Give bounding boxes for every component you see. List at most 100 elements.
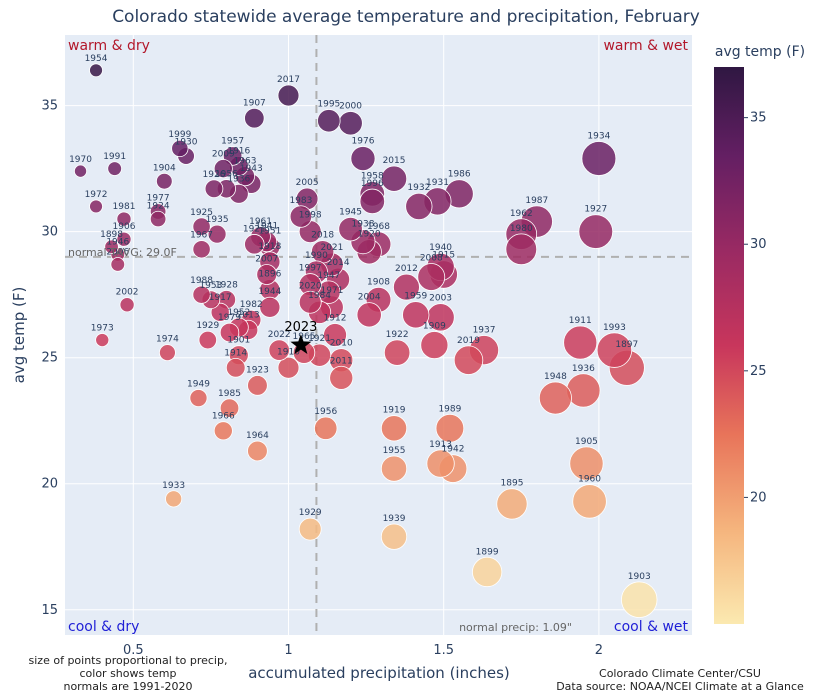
- year-label: 1924: [147, 201, 170, 211]
- year-label: 1925: [190, 208, 213, 218]
- normal-precip-label: normal precip: 1.09": [459, 621, 572, 634]
- data-point: [213, 159, 233, 179]
- year-label: 1903: [628, 572, 651, 582]
- year-label: 2012: [395, 264, 418, 274]
- normal-temp-label: normal TAVG: 29.0F: [68, 246, 177, 259]
- data-point: [298, 290, 322, 314]
- year-label: 1947: [317, 271, 340, 281]
- data-point: [505, 233, 538, 266]
- year-label: 1913: [429, 440, 452, 450]
- year-label: 1963: [234, 157, 257, 167]
- year-label: 1958: [361, 172, 384, 182]
- colorbar-tick-label: 35: [750, 111, 767, 126]
- data-point: [116, 211, 132, 227]
- year-label: 1916: [227, 147, 250, 157]
- data-point: [74, 164, 88, 178]
- data-point: [247, 375, 268, 396]
- year-label: 2017: [277, 75, 300, 85]
- data-point: [159, 344, 176, 362]
- year-label: 1990: [305, 251, 328, 261]
- year-label: 2009: [212, 149, 235, 159]
- year-label: 1945: [339, 207, 362, 217]
- year-label: 1976: [352, 136, 375, 146]
- data-point: [350, 146, 376, 172]
- data-point: [213, 421, 233, 441]
- data-point: [277, 356, 300, 379]
- year-label: 1928: [215, 281, 238, 291]
- year-label: 1933: [162, 481, 185, 491]
- year-label: 1989: [438, 404, 461, 414]
- year-label: 1967: [190, 231, 213, 241]
- year-label: 1971: [320, 286, 343, 296]
- year-label: 1968: [367, 222, 390, 232]
- footnote-left-2: color shows temp: [79, 667, 176, 680]
- data-point: [165, 490, 183, 508]
- highlight-star: [290, 334, 312, 354]
- data-point: [244, 234, 265, 255]
- year-label: 1956: [215, 170, 238, 180]
- data-point: [95, 333, 110, 348]
- year-label: 2002: [116, 288, 139, 298]
- data-points: [74, 63, 658, 618]
- year-label: 2000: [339, 101, 362, 111]
- year-label: 1901: [227, 336, 250, 346]
- year-label: 1984: [308, 291, 331, 301]
- year-label: 1904: [153, 163, 176, 173]
- footnote-right-2: Data source: NOAA/NCEI Climate at a Glan…: [556, 680, 804, 693]
- year-label: 1973: [91, 323, 114, 333]
- year-label: 1923: [246, 366, 269, 376]
- data-point: [338, 111, 363, 136]
- year-label: 1988: [190, 276, 213, 286]
- year-label: 2020: [299, 281, 322, 291]
- year-label: 1896: [258, 270, 281, 280]
- data-point: [247, 440, 268, 462]
- year-label: 1987: [525, 196, 548, 206]
- data-point: [149, 210, 167, 228]
- year-label: 2021: [320, 243, 343, 253]
- year-label: 1931: [426, 178, 449, 188]
- data-point: [566, 373, 601, 408]
- year-label: 1955: [383, 446, 406, 456]
- colorbar-ticks: 20 25 30 35: [744, 111, 767, 505]
- year-label: 1910: [277, 347, 300, 357]
- quadrant-cool-wet: cool & wet: [614, 619, 689, 635]
- year-label: 2004: [358, 293, 381, 303]
- year-label: 1935: [206, 215, 229, 225]
- data-point: [356, 302, 382, 328]
- year-label: 1981: [113, 202, 136, 212]
- data-point: [380, 455, 408, 482]
- data-point: [192, 240, 211, 259]
- year-label: 1995: [317, 99, 340, 109]
- data-point: [256, 264, 278, 285]
- data-point: [192, 285, 211, 304]
- year-label: 1937: [473, 326, 496, 336]
- data-point: [156, 172, 173, 190]
- data-point: [569, 446, 604, 481]
- year-label: 2014: [327, 258, 350, 268]
- data-point: [259, 296, 281, 318]
- year-label: 1932: [407, 183, 430, 193]
- data-point: [405, 192, 433, 221]
- year-label: 1980: [510, 224, 533, 234]
- year-label: 2006: [106, 247, 129, 257]
- year-label: 1922: [386, 330, 409, 340]
- year-label: 1961: [249, 217, 272, 227]
- year-label: 1997: [299, 264, 322, 274]
- data-point: [219, 322, 240, 343]
- data-point: [289, 205, 313, 228]
- year-label: 1953: [199, 281, 222, 291]
- data-point: [581, 141, 617, 176]
- year-label: 1970: [69, 155, 92, 165]
- footnote-left-3: normals are 1991-2020: [63, 680, 192, 693]
- year-label: 1993: [603, 323, 626, 333]
- y-tick-label: 20: [41, 477, 58, 492]
- data-point: [417, 263, 446, 291]
- year-label: 2022: [268, 330, 291, 340]
- data-point: [198, 330, 217, 350]
- year-label: 1986: [448, 170, 471, 180]
- year-label: 1974: [156, 335, 179, 345]
- year-label: 1938: [352, 220, 375, 230]
- quadrant-warm-dry: warm & dry: [68, 38, 150, 54]
- year-label: 1960: [578, 475, 601, 485]
